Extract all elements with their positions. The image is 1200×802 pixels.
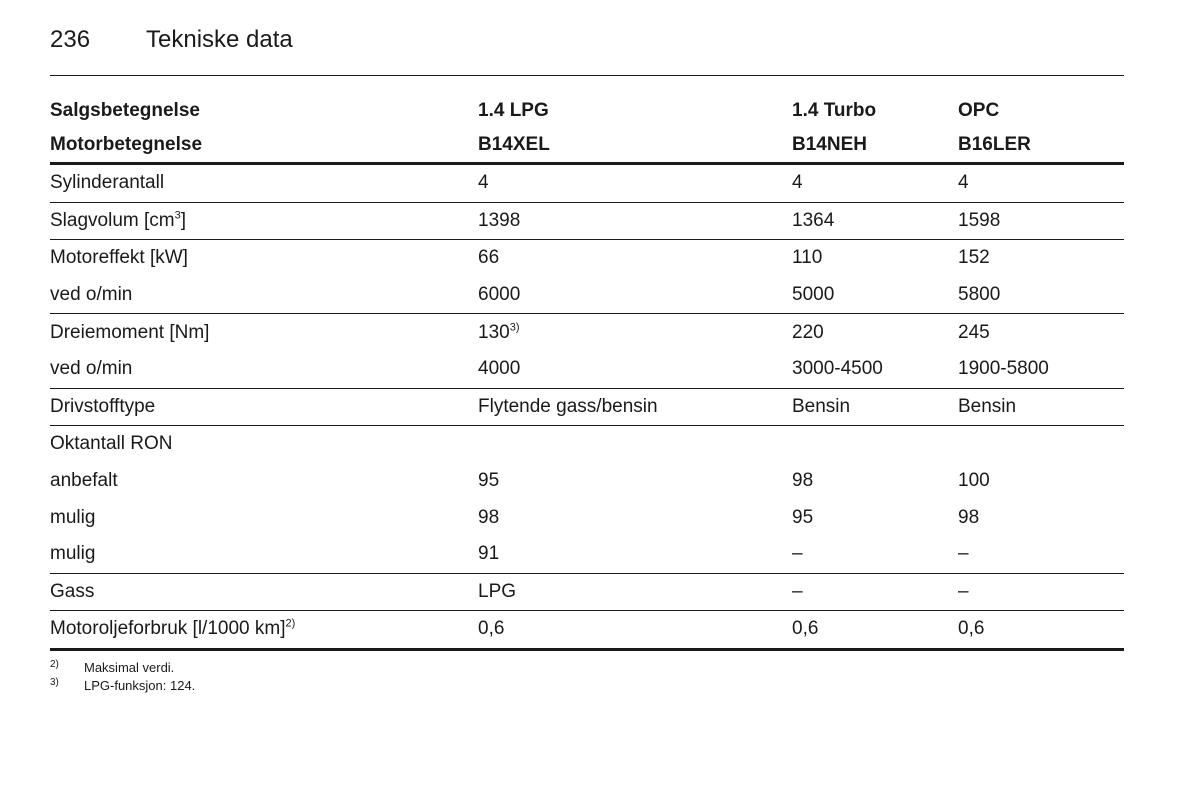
table-cell: 220 (792, 321, 824, 343)
header-cell: Motorbetegnelse (50, 134, 203, 155)
table-cell: 0,6 (958, 618, 985, 640)
page-header: 236 Tekniske data (50, 26, 293, 56)
footnotes: 2) Maksimal verdi. 3) LPG-funksjon: 124. (50, 659, 195, 695)
table-cell: – (792, 580, 803, 602)
table-cell: 98 (958, 506, 980, 528)
row-label-text: Slagvolum [cm (50, 209, 175, 231)
row-label: Sylinderantall (50, 172, 165, 194)
table-cell: 110 (792, 247, 823, 269)
table-cell: Flytende gass/bensin (478, 395, 658, 417)
superscript: 3 (174, 209, 181, 222)
header-cell: OPC (958, 100, 1000, 121)
table-cell: 4 (478, 172, 489, 194)
spec-table: Salgsbetegnelse 1.4 LPG 1.4 Turbo OPC Mo… (50, 94, 1124, 651)
table-cell: 1398 (478, 209, 521, 231)
footnote-ref: 3) (509, 321, 520, 334)
footnote-text: LPG-funksjon: 124. (84, 678, 196, 693)
row-label: Gass (50, 580, 95, 602)
table-cell: 0,6 (792, 618, 819, 640)
table-cell: 4 (792, 172, 803, 194)
row-label: Motoreffekt [kW] (50, 247, 188, 269)
footnote-mark: 2) (50, 659, 59, 670)
table-cell: 1303) (478, 322, 792, 344)
row-label: Motoroljeforbruk [l/1000 km]2) (50, 618, 478, 640)
table-row: Slagvolum [cm3] 1398 1364 1598 (50, 203, 1124, 241)
table-cell: 66 (478, 247, 500, 269)
table-row: Gass LPG – – (50, 574, 1124, 612)
row-label: mulig (50, 506, 96, 528)
table-cell: 3000-4500 (792, 358, 883, 380)
row-label-tail: ] (180, 209, 187, 231)
row-label: Oktantall RON (50, 433, 173, 455)
table-cell: 6000 (478, 284, 521, 306)
table-cell: 5800 (958, 284, 1001, 306)
table-cell: 5000 (792, 284, 835, 306)
table-cell: Bensin (792, 395, 851, 417)
table-row: ved o/min 4000 3000-4500 1900-5800 (50, 351, 1124, 389)
table-row: Dreiemoment [Nm] 1303) 220 245 (50, 314, 1124, 351)
table-cell: 95 (792, 506, 814, 528)
table-cell: 98 (478, 506, 500, 528)
row-label: Slagvolum [cm3] (50, 210, 478, 232)
footnote-text: Maksimal verdi. (84, 660, 175, 675)
footnote-mark: 3) (50, 677, 59, 688)
table-cell: 98 (792, 470, 814, 492)
footnote: 2) Maksimal verdi. (50, 659, 195, 677)
page-title: Tekniske data (146, 26, 293, 53)
row-label: ved o/min (50, 284, 133, 306)
table-cell: 91 (478, 543, 500, 565)
table-cell: – (792, 543, 803, 565)
table-row: Oktantall RON (50, 426, 1124, 463)
table-cell: – (958, 543, 969, 565)
header-cell: Salgsbetegnelse (50, 100, 200, 121)
table-cell: 4 (958, 172, 969, 194)
table-row: Sylinderantall 4 4 4 (50, 165, 1124, 203)
table-cell: 1364 (792, 209, 835, 231)
header-cell: B14XEL (478, 134, 550, 155)
table-cell: 100 (958, 470, 990, 492)
table-cell: 245 (958, 321, 990, 343)
row-label: anbefalt (50, 470, 118, 492)
table-row: anbefalt 95 98 100 (50, 463, 1124, 500)
row-label: Drivstofftype (50, 395, 156, 417)
table-row: Drivstofftype Flytende gass/bensin Bensi… (50, 389, 1124, 427)
header-cell: B16LER (958, 134, 1031, 155)
page-number: 236 (50, 26, 91, 53)
table-row: mulig 91 – – (50, 536, 1124, 574)
table-cell: 95 (478, 470, 500, 492)
header-cell: 1.4 Turbo (792, 100, 877, 121)
table-row: mulig 98 95 98 (50, 499, 1124, 536)
table-header-row: Salgsbetegnelse 1.4 LPG 1.4 Turbo OPC (50, 94, 1124, 128)
header-rule (50, 75, 1124, 76)
table-cell: 0,6 (478, 618, 505, 640)
table-cell: Bensin (958, 395, 1017, 417)
table-header-row: Motorbetegnelse B14XEL B14NEH B16LER (50, 128, 1124, 165)
header-cell: 1.4 LPG (478, 100, 549, 121)
table-cell: – (958, 580, 969, 602)
row-label: mulig (50, 543, 96, 565)
table-row: Motoroljeforbruk [l/1000 km]2) 0,6 0,6 0… (50, 611, 1124, 651)
footnote: 3) LPG-funksjon: 124. (50, 677, 195, 695)
header-cell: B14NEH (792, 134, 867, 155)
row-label: Dreiemoment [Nm] (50, 321, 210, 343)
cell-value: 130 (478, 321, 510, 343)
table-row: Motoreffekt [kW] 66 110 152 (50, 240, 1124, 277)
table-cell: 4000 (478, 358, 521, 380)
table-cell: 1598 (958, 209, 1001, 231)
table-cell: 152 (958, 247, 990, 269)
table-cell: LPG (478, 580, 517, 602)
row-label: ved o/min (50, 358, 133, 380)
table-cell: 1900-5800 (958, 358, 1049, 380)
footnote-ref: 2) (285, 618, 296, 631)
row-label-text: Motoroljeforbruk [l/1000 km] (50, 618, 286, 640)
table-row: ved o/min 6000 5000 5800 (50, 277, 1124, 315)
